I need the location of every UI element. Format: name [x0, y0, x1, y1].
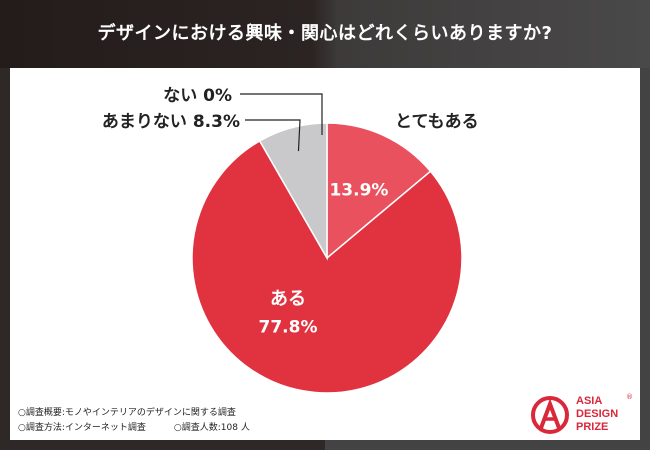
survey-sample-text: ○調査人数:108 人: [173, 423, 250, 433]
frame-border-left: [0, 68, 10, 450]
slice-very-category-label: とてもある: [395, 112, 479, 132]
pie-slice-3: [258, 122, 328, 261]
header-bar: [0, 0, 650, 68]
leader-line-none: [240, 93, 323, 135]
slice-none-label: ない 0%: [163, 86, 232, 106]
leader-line-not-much: [245, 119, 301, 152]
logo-line-prize: PRIZE: [576, 421, 609, 433]
pie-slice-1: [326, 122, 432, 260]
frame-border-bottom: [0, 440, 650, 450]
pie-slice-2: [191, 139, 463, 394]
survey-method-note: ○調査方法:インターネット調査 ○調査人数:108 人: [18, 420, 250, 433]
slice-very-value-label: 13.9%: [329, 180, 388, 200]
frame-border-right: [640, 68, 650, 450]
logo-line-design: DESIGN: [576, 408, 619, 420]
page-title: デザインにおける興味・関心はどれくらいありますか?: [97, 23, 553, 44]
survey-summary-note: ○調査概要:モノやインテリアのデザインに関する調査: [18, 408, 236, 418]
logo-wordmark: ASIA DESIGN PRIZE: [576, 395, 618, 434]
slice-yes-value-label: 77.8%: [259, 318, 318, 338]
slice-not-much-label: あまりない 8.3%: [102, 112, 240, 132]
survey-method-text: ○調査方法:インターネット調査: [18, 423, 146, 433]
asia-design-prize-logo: ASIA DESIGN PRIZE ®: [530, 393, 638, 437]
logo-line-asia: ASIA: [576, 395, 603, 407]
slice-yes-category-label: ある: [270, 289, 306, 310]
logo-a-mark-icon: [531, 396, 569, 434]
registered-mark: ®: [626, 393, 633, 401]
